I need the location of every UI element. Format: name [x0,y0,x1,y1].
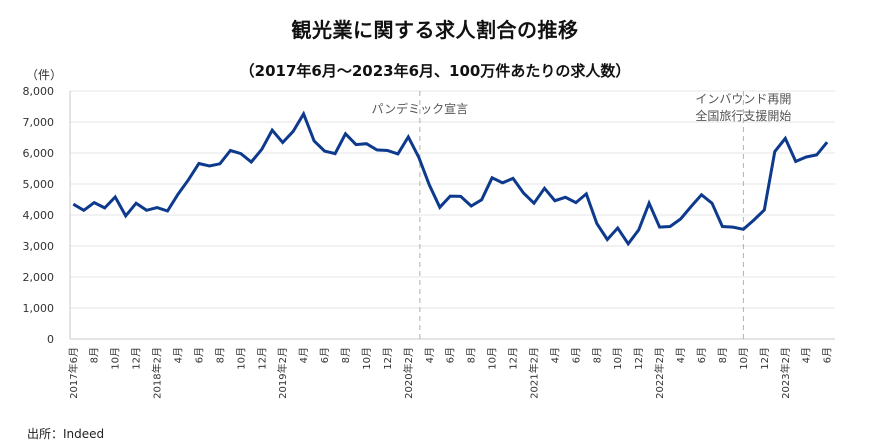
source-note: 出所：Indeed [27,427,105,441]
chart-subtitle: （2017年6月～2023年6月、100万件あたりの求人数） [239,62,631,80]
x-tick-label: 8月 [591,347,603,363]
y-axis-unit-label: （件） [26,68,63,82]
x-tick-label: 4月 [549,347,561,363]
y-tick-label: 0 [47,333,54,346]
x-tick-label: 4月 [675,347,687,363]
x-tick-label: 12月 [382,347,394,370]
x-tick-label: 12月 [508,347,520,370]
x-tick-label: 12月 [131,347,143,370]
gridlines [70,90,835,309]
x-tick-label: 4月 [298,347,310,363]
x-tick-label: 2023年2月 [779,347,792,399]
x-tick-label: 6月 [570,347,582,363]
x-tick-label: 6月 [193,347,205,363]
x-tick-label: 10月 [738,347,750,370]
x-tick-label: 2022年2月 [653,347,666,399]
annotation-label: パンデミック宣言 [372,101,469,116]
x-tick-label: 8月 [717,347,729,363]
x-tick-label: 8月 [466,347,478,363]
data-series [72,110,829,247]
y-tick-label: 7,000 [23,116,55,129]
series-line [72,110,829,247]
y-tick-label: 3,000 [23,240,55,253]
x-tick-label: 6月 [445,347,457,363]
x-tick-label: 10月 [235,347,247,370]
x-tick-label: 2017年6月 [67,347,80,399]
y-tick-label: 8,000 [23,85,55,98]
x-tick-label: 6月 [696,347,708,363]
y-tick-label: 6,000 [23,147,55,160]
x-tick-label: 12月 [633,347,645,370]
x-tick-label: 10月 [612,347,624,370]
x-tick-label: 6月 [319,347,331,363]
y-tick-label: 1,000 [23,302,55,315]
x-tick-label: 4月 [424,347,436,363]
x-tick-label: 8月 [214,347,226,363]
x-tick-label: 2019年2月 [276,347,289,399]
x-tick-label: 4月 [173,347,185,363]
annotation-label: インバウンド再開 [695,92,791,106]
x-tick-label: 2021年2月 [527,347,540,399]
x-tick-label: 10月 [487,347,499,370]
x-axis-ticks: 2017年6月 8月 10月 12月 2018年2月 4月 6月 8月 10月 12月 2019年2… [67,347,834,399]
x-tick-label: 2018年2月 [151,347,164,399]
x-tick-label: 10月 [110,347,122,370]
y-tick-label: 2,000 [23,271,55,284]
x-tick-label: 12月 [759,347,771,370]
x-tick-label: 4月 [801,347,813,363]
x-tick-label: 6月 [822,347,834,363]
y-axis-ticks: 0 1,000 2,000 3,000 4,000 5,000 6,000 7,000 8,00… [23,85,55,346]
annotation-label: 全国旅行支援開始 [695,108,791,123]
x-tick-label: 8月 [89,347,101,363]
y-tick-label: 5,000 [23,178,55,191]
y-tick-label: 4,000 [23,209,55,222]
chart-title: 観光業に関する求人割合の推移 [291,18,579,42]
axes [69,91,835,340]
x-tick-label: 2020年2月 [402,347,415,399]
x-tick-label: 8月 [340,347,352,363]
x-tick-label: 12月 [256,347,268,370]
x-tick-label: 10月 [361,347,373,370]
